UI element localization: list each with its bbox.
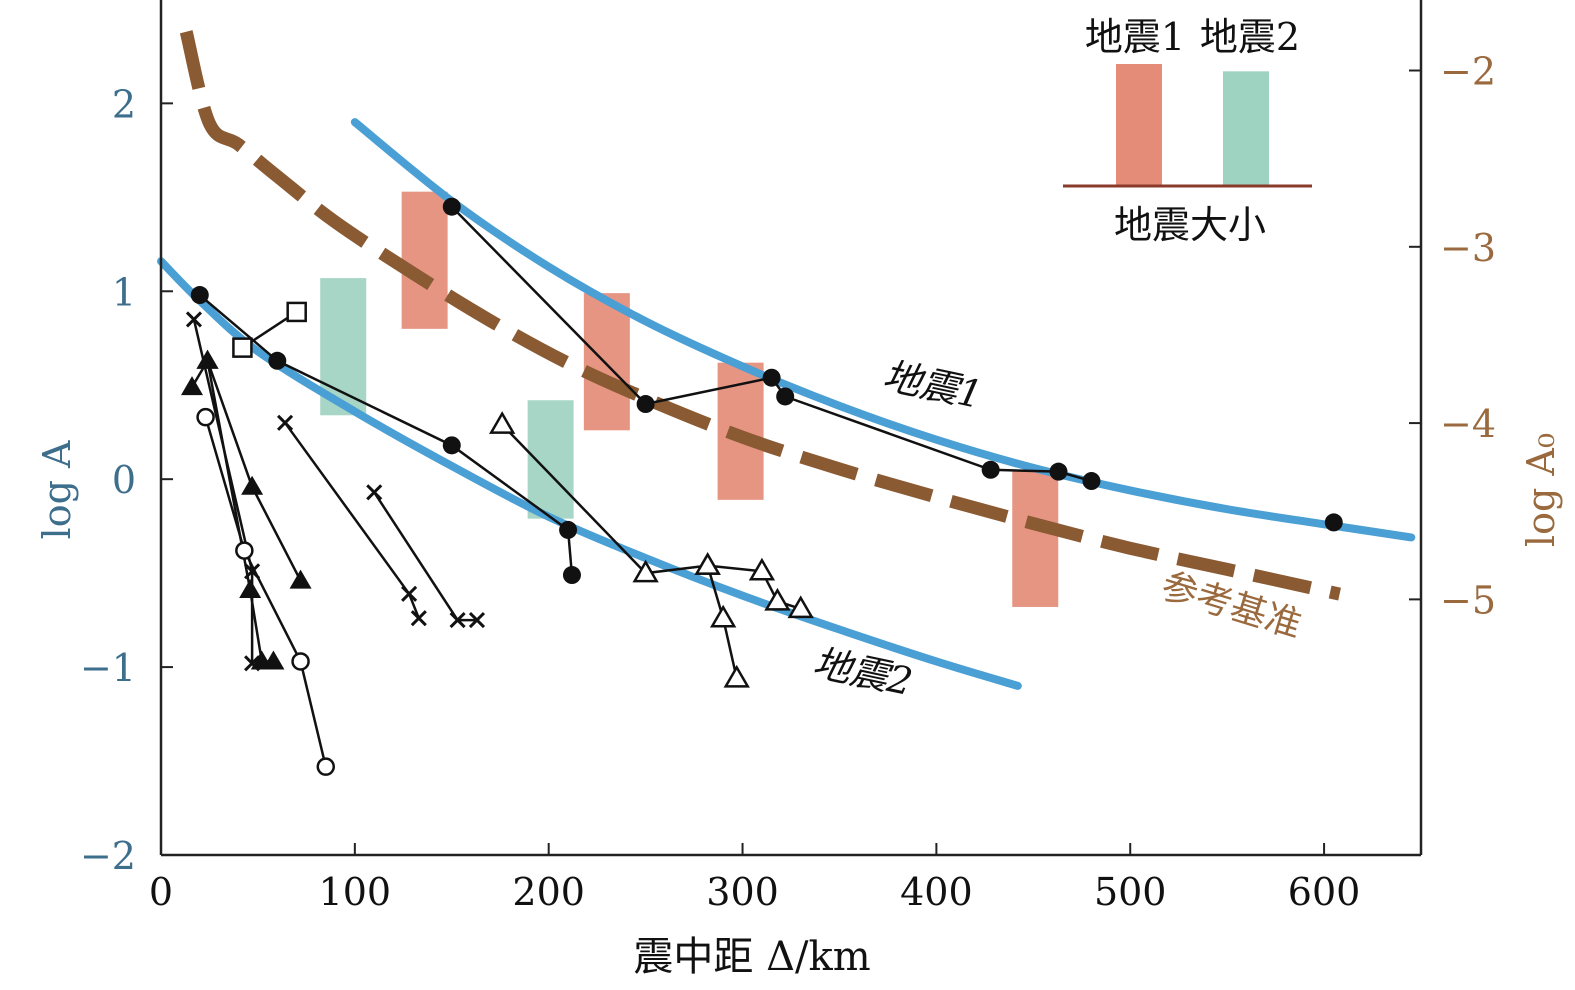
data-point-cross: [449, 612, 466, 629]
data-point-filled-triangle: [289, 569, 312, 589]
residual-bar: [401, 191, 448, 329]
data-point-open-circle: [196, 407, 215, 427]
data-point-filled-circle: [636, 395, 655, 414]
y-left-tick-label: −2: [80, 834, 136, 878]
measurement-line: [204, 416, 327, 767]
data-point-cross: [410, 610, 427, 627]
data-point-filled-triangle: [239, 579, 262, 599]
data-point-open-triangle: [694, 552, 721, 575]
measurement-line: [707, 564, 802, 611]
x-tick-label: 600: [1288, 870, 1361, 914]
data-point-cross: [277, 414, 294, 431]
residual-bar: [583, 293, 630, 431]
data-point-open-triangle: [787, 595, 814, 619]
axes: 0 100 200 300 400 500 600 −2 −1 0 1 2 −5 −4 −3 −2: [80, 0, 1496, 914]
data-point-filled-circle: [1049, 462, 1068, 481]
x-tick-label: 500: [1094, 870, 1167, 914]
measurement-line: [373, 491, 477, 622]
y-left-tick-label: −1: [80, 646, 136, 690]
y-axis-label-right: log A₀: [1519, 433, 1563, 547]
data-point-filled-circle: [190, 286, 209, 305]
data-point-filled-circle: [1324, 513, 1343, 532]
data-point-open-circle: [291, 652, 310, 671]
y-right-tick-label: −2: [1440, 50, 1496, 94]
x-tick-label: 400: [900, 870, 973, 914]
data-point-filled-circle: [442, 436, 461, 455]
data-point-cross: [244, 655, 261, 672]
y-left-tick-label: 2: [112, 82, 136, 126]
data-point-open-triangle: [632, 559, 659, 583]
legend-bar-quake2: [1223, 71, 1269, 186]
data-point-open-square: [232, 337, 253, 358]
data-point-filled-circle: [981, 460, 1000, 479]
y-axis-label-left: log A: [35, 440, 79, 539]
y-left-tick-label: 0: [112, 458, 136, 502]
data-point-open-triangle: [723, 664, 750, 688]
legend-label-quake2: 地震2: [1200, 15, 1300, 59]
residual-bar: [1012, 469, 1059, 607]
data-point-filled-circle: [776, 387, 795, 406]
data-point-cross: [468, 612, 486, 629]
reference-curve: [179, 30, 1341, 601]
data-point-filled-circle: [762, 368, 781, 387]
x-axis-label: 震中距 Δ/km: [633, 934, 870, 980]
measurement-line: [190, 357, 302, 582]
data-point-cross: [401, 585, 418, 602]
x-tick-label: 300: [706, 870, 779, 914]
data-point-open-triangle: [489, 411, 516, 434]
data-point-filled-circle: [559, 520, 578, 539]
y-left-tick-label: 1: [112, 270, 136, 314]
data-point-filled-circle: [442, 197, 461, 216]
data-point-filled-circle: [1082, 472, 1101, 491]
quake1-curve: [350, 118, 1416, 542]
measurement-points: [181, 197, 1343, 776]
x-tick-label: 100: [319, 870, 392, 914]
legend: 地震1 地震2 地震大小: [1063, 15, 1312, 247]
x-tick-label: 0: [149, 870, 173, 914]
legend-label-quake1: 地震1: [1085, 15, 1185, 59]
data-point-open-square: [286, 301, 307, 323]
data-point-open-triangle: [764, 587, 791, 611]
x-tick-label: 200: [512, 870, 585, 914]
y-right-tick-label: −3: [1440, 226, 1496, 270]
data-point-open-circle: [235, 541, 254, 560]
data-point-filled-triangle: [196, 349, 219, 369]
legend-caption: 地震大小: [1114, 203, 1266, 247]
data-point-cross: [185, 311, 203, 328]
measurement-line: [284, 422, 420, 619]
data-point-filled-circle: [562, 566, 581, 585]
data-point-filled-triangle: [241, 475, 264, 495]
y-right-tick-label: −5: [1440, 578, 1496, 622]
data-point-open-triangle: [709, 604, 737, 628]
data-point-cross: [366, 484, 383, 501]
data-point-filled-circle: [268, 351, 287, 370]
annotation-quake1: 地震1: [879, 353, 986, 417]
legend-bar-quake1: [1116, 64, 1162, 186]
data-point-open-triangle: [748, 557, 776, 581]
data-point-filled-triangle: [262, 650, 285, 670]
data-point-filled-triangle: [181, 376, 204, 396]
data-point-cross: [244, 563, 261, 580]
y-right-tick-label: −4: [1440, 402, 1496, 446]
data-point-open-circle: [316, 757, 336, 776]
